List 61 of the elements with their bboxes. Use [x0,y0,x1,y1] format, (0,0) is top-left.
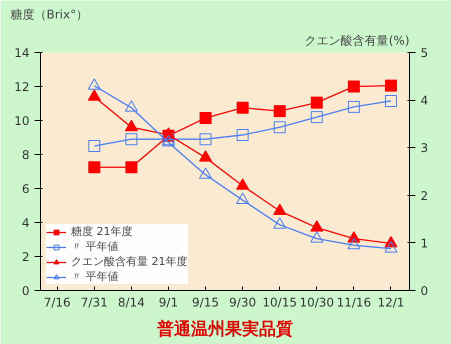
y-tick-label: 14 [14,46,30,60]
point [199,150,212,162]
x-tick-label: 9/15 [192,296,220,310]
point [236,128,249,141]
y2-tick-label: 2 [420,188,428,203]
point [236,192,250,204]
y2-axis-title: クエン酸含有量(%) [304,34,410,48]
point [200,133,212,146]
point [273,217,286,229]
y-tick-label: 8 [22,148,30,162]
point [273,204,286,215]
point [310,111,323,124]
x-tick-label: 10/30 [299,296,334,310]
point [274,105,286,118]
point [88,140,100,152]
point [384,241,398,253]
legend-label: 〃 平年値 [71,269,118,284]
point [384,80,397,92]
y-tick-label: 6 [22,182,30,196]
y-tick-label: 10 [14,114,30,128]
point [310,220,324,232]
point [348,100,360,113]
point [125,161,138,174]
legend-label: 〃 平年値 [71,239,118,254]
point [200,112,212,124]
y2-tick-label: 0 [420,284,428,298]
y2-tick-label: 4 [420,94,428,108]
x-tick-label: 7/16 [44,296,71,310]
y-tick-label: 4 [22,216,30,230]
y2-tick-label: 3 [420,141,428,156]
point [236,178,250,190]
point [88,161,100,174]
point [274,121,286,134]
y2-tick-label: 5 [420,46,428,60]
point [88,89,101,101]
x-tick-label: 11/16 [336,296,372,310]
point [384,94,397,107]
point [124,120,138,132]
point [124,100,138,112]
point [88,78,101,90]
x-tick-label: 12/1 [377,296,404,310]
point [310,231,324,243]
y-tick-label: 12 [14,80,30,94]
x-tick-label: 9/30 [229,296,256,310]
legend-label: クエン酸含有量 21年度 [71,254,188,269]
point [310,96,323,109]
text: 普通温州果実品質 [156,318,293,340]
point [347,238,360,250]
point [236,102,249,114]
point [199,167,212,179]
x-tick-label: 9/1 [158,296,178,310]
y2-tick-label: 1 [420,236,428,250]
x-tick-label: 8/14 [118,296,145,310]
y-tick-label: 0 [22,284,30,298]
y-tick-label: 2 [22,250,30,264]
y-axis-title: 糖度（Brix°） [10,8,88,22]
x-tick-label: 10/15 [262,296,298,310]
point [125,133,138,146]
x-tick-label: 7/31 [80,296,108,310]
point [348,80,360,92]
legend-label: 糖度 21年度 [71,224,132,239]
